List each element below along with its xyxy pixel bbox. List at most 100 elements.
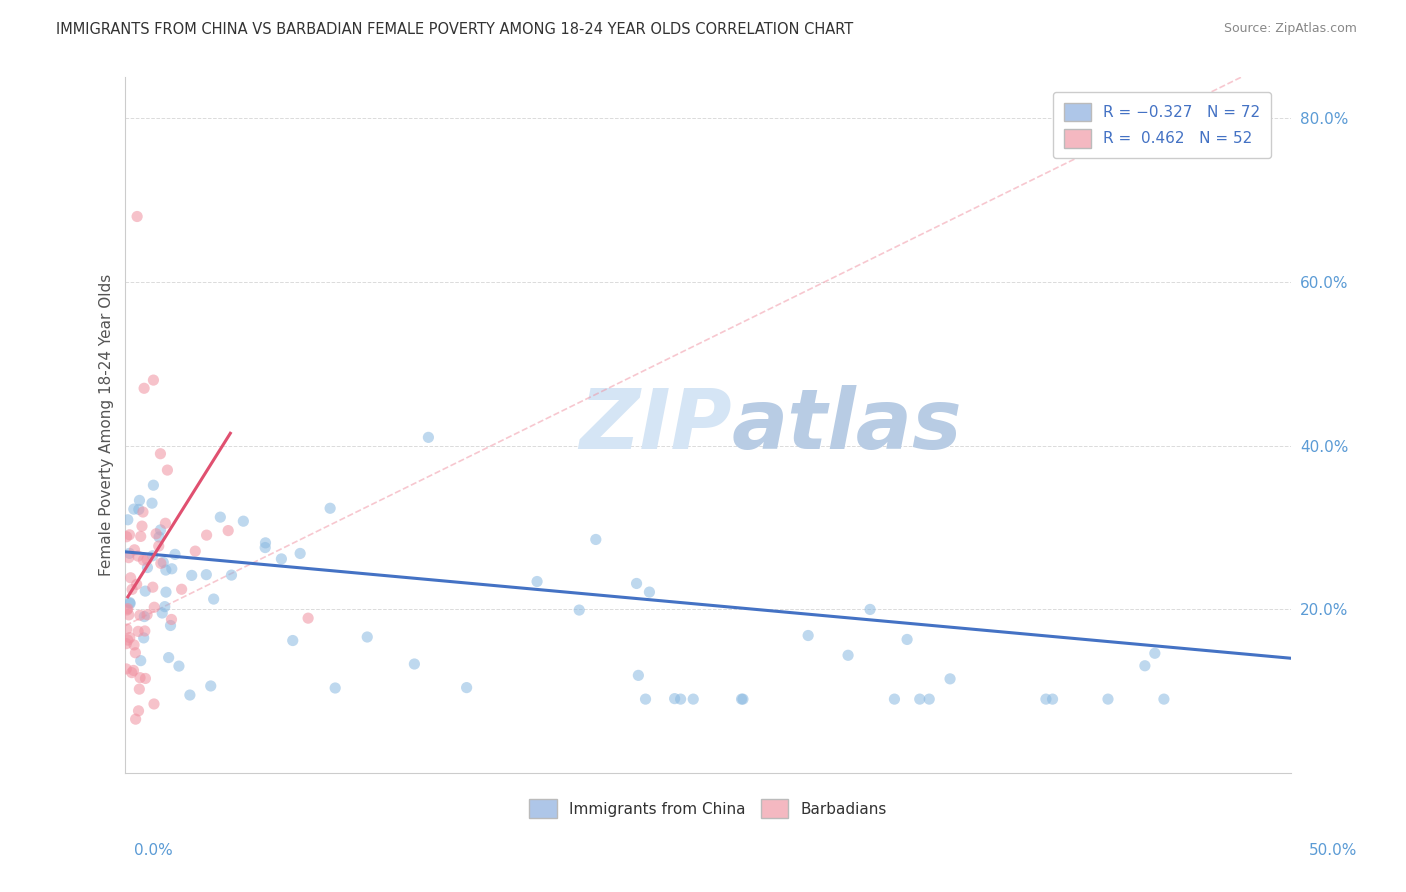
Y-axis label: Female Poverty Among 18-24 Year Olds: Female Poverty Among 18-24 Year Olds xyxy=(100,274,114,576)
Point xyxy=(149,557,172,571)
Point xyxy=(134,624,156,638)
Point xyxy=(118,546,141,560)
Point xyxy=(1097,692,1119,706)
Point xyxy=(118,596,141,610)
Point xyxy=(118,607,141,622)
Point xyxy=(626,576,648,591)
Point xyxy=(859,602,882,616)
Point xyxy=(281,633,304,648)
Point xyxy=(143,600,166,615)
Point xyxy=(127,624,149,639)
Text: 0.0%: 0.0% xyxy=(134,843,173,858)
Point xyxy=(730,692,752,706)
Point xyxy=(217,524,239,538)
Point xyxy=(124,712,146,726)
Point xyxy=(124,542,146,557)
Point xyxy=(128,502,150,516)
Point xyxy=(148,539,170,553)
Point xyxy=(456,681,478,695)
Point xyxy=(731,692,754,706)
Point xyxy=(682,692,704,706)
Point xyxy=(136,607,159,622)
Point xyxy=(195,567,218,582)
Point xyxy=(122,664,145,678)
Point xyxy=(167,659,190,673)
Point xyxy=(797,628,820,642)
Point xyxy=(837,648,859,663)
Point xyxy=(939,672,962,686)
Point xyxy=(141,496,163,510)
Point xyxy=(418,430,440,444)
Point xyxy=(132,505,155,519)
Point xyxy=(134,609,156,624)
Point xyxy=(115,662,138,676)
Point xyxy=(627,668,650,682)
Point xyxy=(142,549,165,563)
Point xyxy=(134,584,156,599)
Point xyxy=(118,528,141,542)
Text: ZIP: ZIP xyxy=(579,384,731,466)
Point xyxy=(356,630,378,644)
Point xyxy=(115,637,138,651)
Point xyxy=(142,373,165,387)
Point xyxy=(117,513,139,527)
Point xyxy=(200,679,222,693)
Point xyxy=(908,692,931,706)
Point xyxy=(160,612,183,626)
Point xyxy=(270,552,292,566)
Text: IMMIGRANTS FROM CHINA VS BARBADIAN FEMALE POVERTY AMONG 18-24 YEAR OLDS CORRELAT: IMMIGRANTS FROM CHINA VS BARBADIAN FEMAL… xyxy=(56,22,853,37)
Point xyxy=(155,585,177,599)
Point xyxy=(180,568,202,582)
Point xyxy=(152,555,174,569)
Point xyxy=(120,597,142,611)
Point xyxy=(170,582,193,597)
Point xyxy=(184,544,207,558)
Point xyxy=(202,592,225,607)
Point xyxy=(127,549,149,563)
Point xyxy=(142,478,165,492)
Point xyxy=(319,501,342,516)
Point xyxy=(128,682,150,697)
Point xyxy=(129,529,152,543)
Point xyxy=(883,692,905,706)
Point xyxy=(121,582,143,597)
Point xyxy=(121,665,143,680)
Point xyxy=(117,633,139,648)
Point xyxy=(142,580,165,594)
Point xyxy=(638,585,661,599)
Point xyxy=(157,650,180,665)
Point xyxy=(145,526,167,541)
Text: Source: ZipAtlas.com: Source: ZipAtlas.com xyxy=(1223,22,1357,36)
Point xyxy=(129,608,152,623)
Point xyxy=(1133,658,1156,673)
Point xyxy=(136,560,159,574)
Point xyxy=(115,530,138,544)
Point xyxy=(148,530,170,544)
Point xyxy=(254,536,277,550)
Point xyxy=(115,622,138,636)
Point xyxy=(585,533,607,547)
Point xyxy=(124,646,146,660)
Point xyxy=(118,550,141,565)
Point xyxy=(153,599,176,614)
Point xyxy=(156,463,179,477)
Point xyxy=(1143,646,1166,660)
Point xyxy=(1035,692,1057,706)
Point xyxy=(1153,692,1175,706)
Point xyxy=(209,510,232,524)
Point xyxy=(323,681,346,695)
Point xyxy=(918,692,941,706)
Point xyxy=(134,672,156,686)
Point xyxy=(195,528,218,542)
Point xyxy=(129,654,152,668)
Point xyxy=(404,657,426,671)
Point xyxy=(149,447,172,461)
Point xyxy=(155,516,177,531)
Text: 50.0%: 50.0% xyxy=(1309,843,1357,858)
Point xyxy=(159,618,181,632)
Point xyxy=(232,514,254,528)
Point xyxy=(896,632,918,647)
Point xyxy=(132,553,155,567)
Point xyxy=(118,631,141,645)
Point xyxy=(122,638,145,652)
